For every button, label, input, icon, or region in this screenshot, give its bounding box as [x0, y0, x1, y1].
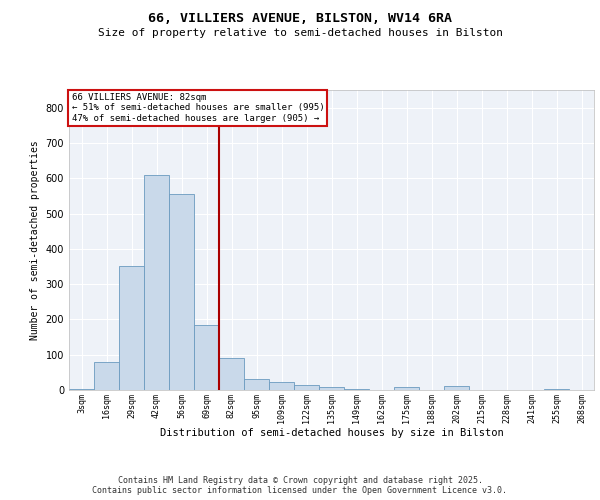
Bar — [294, 384, 319, 390]
Bar — [194, 324, 219, 390]
Text: Size of property relative to semi-detached houses in Bilston: Size of property relative to semi-detach… — [97, 28, 503, 38]
Text: 66 VILLIERS AVENUE: 82sqm
← 51% of semi-detached houses are smaller (995)
47% of: 66 VILLIERS AVENUE: 82sqm ← 51% of semi-… — [71, 93, 324, 123]
Bar — [394, 387, 419, 390]
Bar — [269, 382, 294, 390]
Bar — [244, 378, 269, 390]
Bar — [144, 174, 169, 390]
Text: Contains HM Land Registry data © Crown copyright and database right 2025.
Contai: Contains HM Land Registry data © Crown c… — [92, 476, 508, 495]
Bar — [319, 387, 344, 390]
Bar — [219, 358, 244, 390]
Text: 66, VILLIERS AVENUE, BILSTON, WV14 6RA: 66, VILLIERS AVENUE, BILSTON, WV14 6RA — [148, 12, 452, 26]
Bar — [169, 194, 194, 390]
X-axis label: Distribution of semi-detached houses by size in Bilston: Distribution of semi-detached houses by … — [160, 428, 503, 438]
Y-axis label: Number of semi-detached properties: Number of semi-detached properties — [30, 140, 40, 340]
Bar — [119, 266, 144, 390]
Bar — [94, 362, 119, 390]
Bar — [444, 386, 469, 390]
